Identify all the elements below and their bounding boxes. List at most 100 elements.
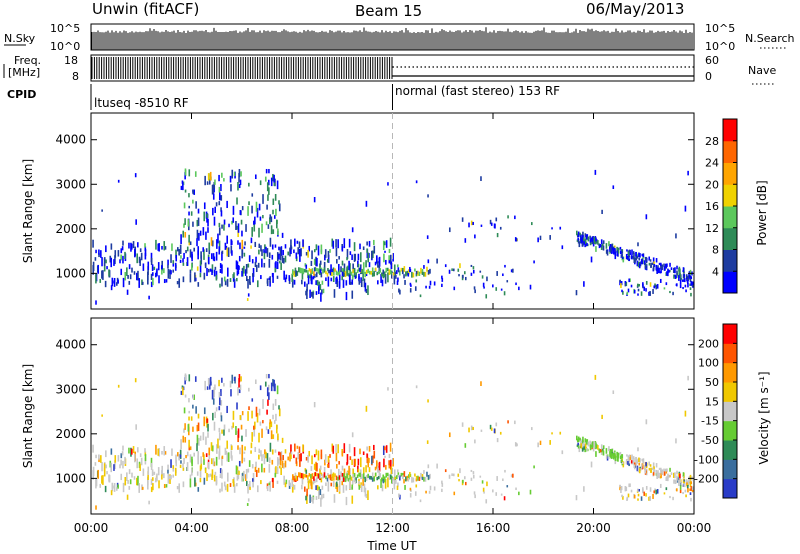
power-echo	[386, 267, 389, 272]
velocity-echo	[342, 484, 345, 493]
power-echo	[236, 270, 239, 276]
velocity-echo	[664, 468, 667, 472]
power-echo	[648, 256, 651, 261]
velocity-echo	[307, 475, 309, 480]
velocity-echo	[347, 478, 350, 482]
power-echo	[657, 265, 659, 269]
velocity-echo	[215, 456, 218, 466]
power-echo	[272, 198, 275, 205]
power-echo	[419, 294, 422, 298]
velocity-echo	[427, 464, 430, 469]
power-echo	[628, 249, 631, 252]
power-echo	[117, 279, 119, 284]
power-echo	[257, 280, 259, 288]
power-echo	[687, 170, 689, 176]
power-echo	[193, 247, 196, 252]
velocity-echo	[307, 454, 309, 463]
power-echo	[293, 279, 296, 285]
power-echo	[110, 257, 113, 268]
velocity-echo	[193, 394, 196, 400]
velocity-echo	[651, 467, 654, 470]
power-echo	[267, 224, 270, 229]
velocity-echo	[242, 472, 244, 482]
power-echo	[405, 271, 407, 277]
power-echo	[282, 257, 285, 264]
power-echo	[211, 184, 214, 195]
power-echo	[272, 229, 275, 234]
freq-unit-label: [MHz]	[8, 66, 40, 79]
power-echo	[641, 253, 644, 257]
velocity-echo	[267, 399, 269, 406]
velocity-echo	[663, 468, 665, 472]
power-echo	[549, 235, 551, 240]
power-echo	[273, 174, 275, 183]
power-echo	[265, 221, 268, 226]
velocity-echo	[221, 377, 223, 383]
velocity-echo	[640, 464, 643, 469]
power-echo	[395, 275, 397, 279]
velocity-echo	[589, 440, 591, 445]
velocity-echo	[433, 486, 436, 491]
power-echo	[575, 290, 578, 296]
velocity-echo	[483, 491, 485, 494]
power-echo	[101, 209, 103, 212]
velocity-echo	[639, 458, 641, 463]
velocity-echo	[599, 448, 602, 453]
power-echo	[631, 249, 633, 256]
velocity-echo	[278, 408, 281, 417]
velocity-echo	[129, 479, 132, 485]
power-echo	[415, 270, 418, 275]
power-echo	[441, 277, 444, 282]
velocity-echo	[628, 454, 631, 457]
velocity-echo	[236, 466, 239, 476]
velocity-echo	[427, 474, 430, 480]
power-echo	[643, 260, 646, 265]
power-echo	[199, 264, 202, 273]
velocity-echo	[226, 405, 228, 414]
velocity-echo	[216, 444, 218, 454]
velocity-echo	[221, 455, 224, 459]
power-echo	[349, 251, 352, 256]
power-echo	[261, 258, 263, 268]
power-echo	[203, 272, 206, 280]
power-echo	[384, 273, 387, 284]
power-echo	[323, 261, 326, 272]
velocity-echo	[248, 406, 250, 411]
power-echo	[265, 246, 267, 254]
power-echo	[376, 271, 379, 276]
power-echo	[382, 240, 385, 251]
velocity-echo	[231, 374, 234, 384]
power-echo	[295, 270, 297, 276]
power-echo	[683, 274, 686, 277]
velocity-echo	[209, 376, 212, 386]
velocity-echo	[360, 457, 362, 468]
power-echo	[127, 275, 129, 279]
velocity-echo	[319, 474, 322, 479]
velocity-echo	[258, 448, 261, 454]
velocity-echo	[247, 498, 250, 502]
power-echo	[279, 247, 282, 256]
velocity-echo	[597, 445, 599, 450]
power-echo	[92, 239, 94, 248]
power-echo	[231, 169, 234, 179]
power-echo	[365, 260, 367, 268]
velocity-echo	[667, 473, 669, 479]
velocity-echo	[238, 378, 240, 388]
power-echo	[474, 289, 476, 294]
velocity-echo	[628, 460, 631, 463]
power-echo	[335, 270, 338, 276]
power-echo	[92, 261, 95, 272]
power-echo	[233, 279, 236, 288]
x-tick-label: 00:00	[74, 521, 109, 535]
velocity-echo	[628, 483, 630, 488]
velocity-echo	[583, 444, 585, 450]
velocity-echo	[340, 471, 342, 478]
power-echo	[346, 257, 348, 261]
velocity-echo	[274, 383, 276, 392]
power-echo	[160, 265, 163, 270]
power-echo	[429, 268, 431, 274]
power-echo	[669, 262, 671, 267]
velocity-echo	[278, 405, 280, 410]
velocity-echo	[427, 399, 429, 403]
power-echo	[297, 247, 299, 255]
